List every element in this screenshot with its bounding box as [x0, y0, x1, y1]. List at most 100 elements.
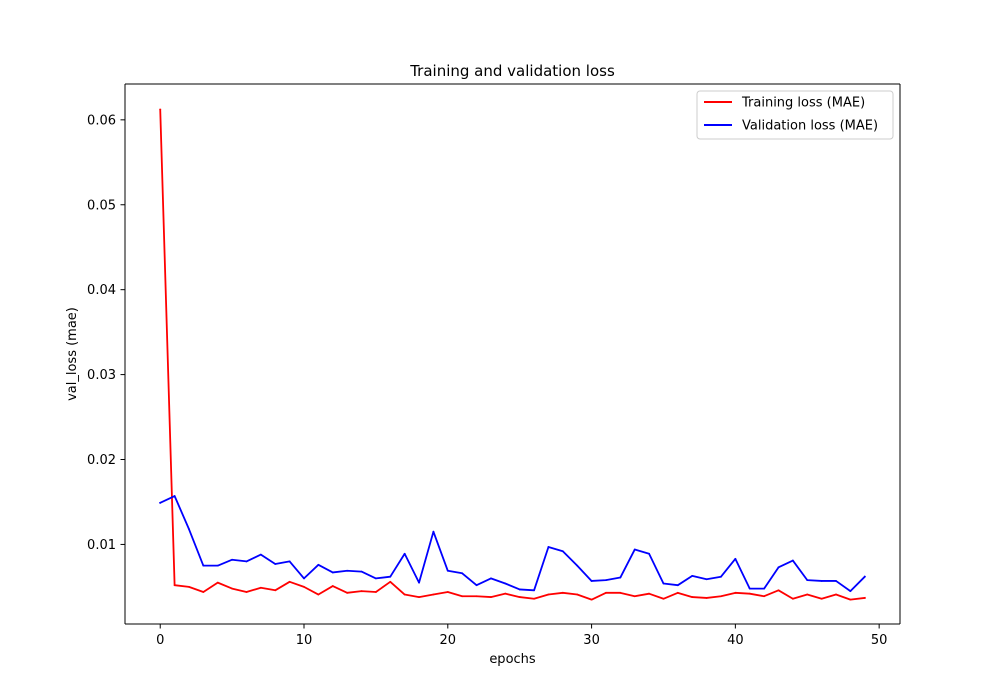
- data-point-validation: [691, 574, 694, 577]
- data-point-validation: [820, 580, 823, 582]
- x-axis-label: epochs: [489, 652, 536, 667]
- y-axis-label: val_loss (mae): [65, 307, 80, 401]
- plot-area: [125, 84, 900, 624]
- data-point-training: [432, 593, 435, 596]
- data-point-training: [605, 591, 607, 594]
- data-point-training: [662, 597, 665, 600]
- x-tick-label: 10: [296, 633, 313, 648]
- data-point-validation: [720, 575, 722, 578]
- data-point-training: [748, 592, 751, 595]
- data-point-training: [303, 585, 305, 588]
- data-point-validation: [533, 589, 535, 592]
- data-point-training: [504, 592, 507, 595]
- data-point-training: [863, 597, 866, 599]
- data-point-training: [360, 590, 363, 593]
- axes-frame: [124, 83, 901, 625]
- data-point-training: [547, 593, 550, 596]
- x-tick-label: 20: [440, 633, 457, 648]
- data-point-validation: [389, 575, 392, 578]
- data-point-training: [159, 108, 162, 111]
- data-point-training: [835, 593, 837, 596]
- data-point-validation: [159, 501, 162, 504]
- data-point-training: [288, 580, 291, 583]
- data-point-training: [317, 593, 320, 596]
- data-point-validation: [777, 566, 780, 569]
- y-tick-label: 0.03: [87, 368, 116, 383]
- data-point-validation: [403, 552, 406, 555]
- data-point-training: [576, 593, 579, 596]
- data-point-training: [245, 591, 248, 593]
- data-point-validation: [173, 495, 176, 497]
- data-point-validation: [619, 576, 622, 579]
- data-point-validation: [561, 550, 564, 553]
- y-tick-label: 0.05: [87, 198, 116, 213]
- legend-label-training: Training loss (MAE): [741, 96, 865, 111]
- data-point-validation: [461, 572, 464, 575]
- data-point-training: [331, 585, 334, 587]
- data-point-training: [691, 596, 694, 598]
- data-point-validation: [259, 553, 262, 556]
- y-tick-label: 0.04: [87, 283, 116, 298]
- data-point-training: [346, 591, 349, 594]
- y-axis-ticks: 0.01 0.02 0.03 0.04 0.05 0.06: [87, 113, 125, 553]
- data-point-validation: [748, 587, 751, 590]
- data-point-training: [734, 591, 737, 594]
- data-point-training: [173, 584, 176, 587]
- data-point-training: [518, 596, 521, 598]
- data-point-validation: [605, 579, 607, 581]
- data-point-training: [720, 595, 722, 598]
- data-point-training: [418, 596, 420, 598]
- data-point-validation: [676, 584, 679, 587]
- data-point-training: [820, 597, 823, 600]
- data-point-training: [461, 595, 464, 598]
- data-point-training: [188, 585, 190, 588]
- data-point-training: [231, 587, 234, 590]
- legend-box: [696, 90, 894, 140]
- data-point-training: [705, 597, 708, 599]
- data-point-validation: [432, 530, 435, 533]
- data-point-validation: [245, 560, 248, 563]
- data-point-validation: [863, 575, 866, 578]
- chart-title: Training and validation loss: [409, 62, 615, 80]
- data-point-validation: [590, 580, 593, 582]
- data-point-training: [446, 591, 449, 593]
- data-point-validation: [849, 590, 852, 593]
- data-point-validation: [518, 588, 521, 591]
- data-point-validation: [576, 564, 579, 567]
- y-tick-label: 0.02: [87, 453, 116, 468]
- y-tick-label: 0.01: [87, 538, 116, 553]
- y-tick-label: 0.06: [87, 113, 116, 128]
- x-tick-label: 0: [156, 633, 164, 648]
- data-point-training: [777, 589, 780, 592]
- data-point-validation: [375, 577, 377, 580]
- data-point-validation: [504, 582, 507, 585]
- data-point-training: [259, 586, 262, 589]
- data-point-training: [791, 597, 794, 600]
- data-point-validation: [331, 571, 334, 574]
- data-point-validation: [734, 557, 737, 560]
- data-point-validation: [648, 552, 650, 555]
- data-point-validation: [216, 564, 219, 567]
- data-point-training: [561, 591, 564, 594]
- data-point-training: [216, 581, 219, 584]
- data-point-training: [648, 592, 650, 595]
- data-point-training: [590, 598, 593, 601]
- data-point-training: [403, 593, 406, 596]
- data-point-validation: [288, 560, 291, 563]
- series-line-validation: [159, 495, 867, 593]
- data-point-validation: [475, 584, 478, 587]
- series-layer: [159, 108, 867, 601]
- data-point-training: [274, 589, 277, 592]
- data-point-training: [375, 591, 377, 593]
- data-point-training: [533, 597, 535, 600]
- data-point-training: [676, 591, 679, 594]
- data-point-training: [633, 595, 636, 598]
- data-point-training: [490, 596, 492, 598]
- data-point-validation: [806, 579, 809, 581]
- data-point-validation: [446, 569, 449, 572]
- data-point-validation: [317, 563, 320, 566]
- data-point-validation: [274, 563, 277, 565]
- x-tick-label: 40: [727, 633, 744, 648]
- data-point-training: [806, 593, 809, 596]
